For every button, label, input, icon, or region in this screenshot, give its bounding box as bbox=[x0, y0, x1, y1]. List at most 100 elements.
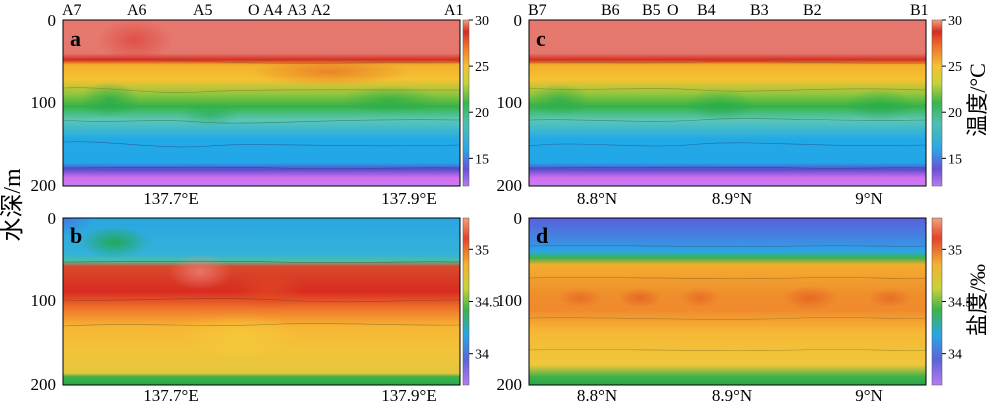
isohaline bbox=[63, 298, 460, 303]
salinity-core-d2 bbox=[618, 288, 662, 308]
colorbar bbox=[931, 19, 943, 187]
panel-b bbox=[62, 217, 461, 386]
colorbar bbox=[462, 217, 470, 386]
x-tick: 137.9°E bbox=[381, 386, 436, 405]
station-label: A2 bbox=[311, 2, 331, 19]
y-tick: 0 bbox=[48, 11, 57, 30]
station-label: A3 bbox=[287, 2, 307, 19]
colorbar-tick-label: 34 bbox=[475, 348, 489, 363]
x-ticks-d: 8.8°N 8.9°N 9°N bbox=[577, 386, 883, 405]
panel-letter: c bbox=[536, 26, 546, 51]
isotherm bbox=[529, 87, 926, 92]
station-label: B4 bbox=[697, 2, 716, 19]
colorbar-tick-label: 25 bbox=[948, 60, 962, 75]
station-label: B5 bbox=[642, 2, 661, 19]
colorbar-tick-label: 35 bbox=[475, 243, 489, 258]
salinity-core-d5 bbox=[868, 288, 912, 308]
isohaline bbox=[529, 277, 926, 279]
colorbar-tick-label: 20 bbox=[475, 106, 489, 121]
isotherm bbox=[63, 58, 460, 64]
panel-d-frame bbox=[528, 217, 927, 386]
panel-letter: d bbox=[536, 223, 548, 248]
green-lens-c1 bbox=[530, 84, 590, 116]
colorbar-tick-label: 34.5 bbox=[475, 296, 500, 311]
salinity-core-d1 bbox=[558, 288, 602, 308]
x-tick: 8.9°N bbox=[712, 189, 752, 208]
isotherm bbox=[529, 142, 926, 147]
colorbar-tick-label: 20 bbox=[948, 106, 962, 121]
panel-letter: a bbox=[70, 26, 81, 51]
colorbar-ticks: 15 20 25 30 34 34.5 35 15 20 25 30 34 34.5 35 bbox=[469, 14, 973, 363]
x-tick: 8.9°N bbox=[712, 386, 752, 405]
isohaline bbox=[529, 349, 926, 351]
colorbar-tick-label: 34.5 bbox=[948, 296, 973, 311]
colorbar bbox=[931, 217, 943, 386]
station-label: A7 bbox=[62, 2, 82, 19]
green-lens-c2 bbox=[685, 89, 755, 121]
colorbar-temperature-a bbox=[462, 19, 470, 187]
isotherm bbox=[529, 61, 926, 64]
station-label: B2 bbox=[803, 2, 822, 19]
y-tick: 100 bbox=[497, 291, 523, 310]
station-label: O bbox=[248, 2, 260, 19]
orange-lens-b bbox=[235, 270, 305, 310]
green-lens-mid bbox=[180, 103, 240, 127]
y-tick: 100 bbox=[497, 93, 523, 112]
y-ticks-b: 0 100 200 bbox=[31, 209, 57, 394]
isotherm bbox=[529, 118, 926, 122]
station-label: B6 bbox=[601, 2, 620, 19]
green-lens-c3 bbox=[845, 89, 915, 121]
y-ticks-d: 0 100 200 bbox=[497, 209, 523, 394]
y-axis-label: 水深/m bbox=[0, 168, 26, 242]
isohaline bbox=[529, 245, 926, 247]
colorbar-label-salinity: 盐度/‰ bbox=[965, 264, 990, 336]
y-tick: 200 bbox=[497, 375, 523, 394]
colorbar-tick-label: 25 bbox=[475, 60, 489, 75]
x-tick: 137.9°E bbox=[381, 189, 436, 208]
station-label: A1 bbox=[444, 2, 464, 19]
y-ticks-a: 0 100 200 bbox=[31, 11, 57, 195]
warm-layer-east bbox=[250, 58, 410, 86]
station-label: B1 bbox=[910, 2, 929, 19]
salinity-max-core bbox=[168, 254, 232, 290]
stations-a: A7 A6 A5 O A4 A3 A2 A1 bbox=[62, 2, 464, 19]
x-ticks-c: 8.8°N 8.9°N 9°N bbox=[577, 189, 883, 208]
isohaline bbox=[63, 323, 460, 327]
panel-c-frame bbox=[528, 19, 927, 187]
fresh-corner bbox=[63, 218, 93, 236]
station-label: A6 bbox=[127, 2, 147, 19]
colorbar-tick-label: 35 bbox=[948, 243, 962, 258]
y-tick: 0 bbox=[514, 209, 523, 228]
x-tick: 8.8°N bbox=[577, 386, 617, 405]
colorbar-label-temperature: 温度/°C bbox=[965, 63, 990, 137]
isotherm bbox=[63, 141, 460, 148]
panel-c-features bbox=[529, 61, 926, 169]
salinity-core-d3 bbox=[680, 288, 720, 308]
y-ticks-c: 0 100 200 bbox=[497, 11, 523, 195]
panel-a-frame bbox=[62, 19, 461, 187]
colorbar bbox=[462, 19, 470, 187]
x-tick: 137.7°E bbox=[143, 386, 198, 405]
y-tick: 0 bbox=[48, 209, 57, 228]
warm-core-a6 bbox=[97, 20, 173, 62]
colorbar-tick-label: 15 bbox=[948, 152, 962, 167]
panel-d bbox=[528, 217, 927, 386]
x-tick: 9°N bbox=[855, 386, 883, 405]
y-tick: 200 bbox=[31, 375, 57, 394]
colorbar-tick-label: 34 bbox=[948, 348, 962, 363]
y-tick: 0 bbox=[514, 11, 523, 30]
colorbar-salinity-b bbox=[462, 217, 470, 386]
x-tick: 137.7°E bbox=[143, 189, 198, 208]
y-tick: 100 bbox=[31, 291, 57, 310]
isotherm bbox=[63, 87, 460, 93]
x-tick: 8.8°N bbox=[577, 189, 617, 208]
colorbar-temperature-c bbox=[931, 19, 943, 187]
y-tick: 100 bbox=[31, 93, 57, 112]
green-lens-west bbox=[80, 82, 140, 118]
station-label: B7 bbox=[528, 2, 547, 19]
panel-c bbox=[528, 19, 927, 187]
stations-c: B7 B6 B5 O B4 B3 B2 B1 bbox=[528, 2, 929, 19]
panel-d-features bbox=[529, 245, 926, 351]
colorbar-tick-label: 30 bbox=[475, 14, 489, 29]
